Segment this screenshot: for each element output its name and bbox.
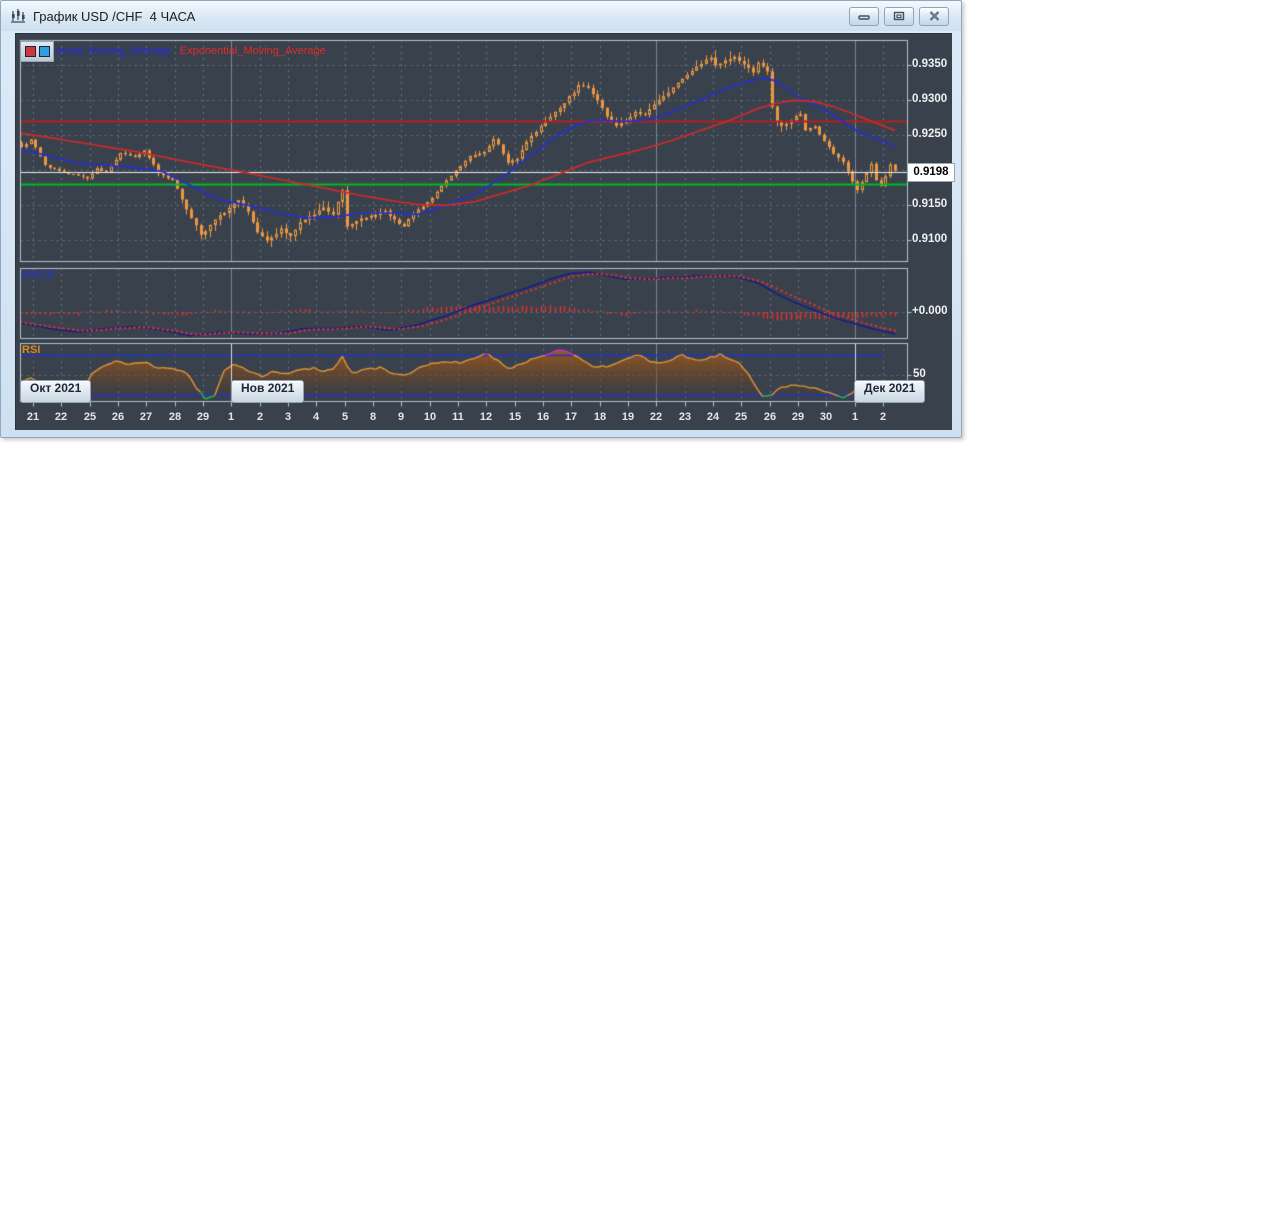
time-axis-label: 17	[564, 411, 578, 423]
time-axis-label: 27	[139, 411, 153, 423]
time-axis-label: 11	[452, 411, 464, 423]
legend-swatch-red[interactable]	[24, 45, 36, 57]
minimize-button[interactable]	[849, 6, 879, 26]
indicator-legend: ential_Moving_Average Exponential_Moving…	[20, 40, 326, 62]
time-axis-label: 5	[341, 411, 349, 423]
time-axis-label: 2	[879, 411, 887, 423]
macd-panel-label: MACD	[22, 269, 55, 281]
legend-swatch-box[interactable]	[20, 40, 54, 62]
price-axis-label: 0.9300	[912, 93, 948, 105]
time-axis-label: 16	[536, 411, 550, 423]
price-axis-label: 0.9350	[912, 58, 948, 70]
legend-swatch-blue[interactable]	[38, 45, 50, 57]
legend-ema-label: Exponential_Moving_Average	[179, 45, 326, 57]
window-controls	[849, 6, 949, 26]
time-axis-label: 22	[54, 411, 68, 423]
time-axis-label: 9	[397, 411, 405, 423]
chart-canvas[interactable]	[16, 34, 952, 430]
time-axis-label: 24	[706, 411, 720, 423]
time-axis-label: 19	[621, 411, 635, 423]
title-bar[interactable]: График USD /CHF 4 ЧАСА	[1, 1, 961, 31]
macd-zero-axis-label: +0.000	[912, 305, 948, 317]
maximize-button[interactable]	[884, 6, 914, 26]
month-marker-dec[interactable]: Дек 2021	[854, 380, 926, 403]
minimize-icon	[858, 14, 870, 20]
time-axis-label: 21	[26, 411, 40, 423]
time-axis-label: 25	[734, 411, 748, 423]
time-axis-label: 3	[284, 411, 292, 423]
time-axis-label: 22	[649, 411, 663, 423]
time-axis-label: 26	[111, 411, 125, 423]
time-axis-label: 18	[593, 411, 607, 423]
time-axis-label: 10	[423, 411, 437, 423]
chart-window: График USD /CHF 4 ЧАСА ential_Moving_Ave…	[0, 0, 962, 438]
current-price-badge: 0.9198	[907, 163, 955, 182]
month-marker-nov[interactable]: Нов 2021	[231, 380, 305, 403]
legend-ema-label-clipped: ential_Moving_Average	[56, 45, 171, 57]
maximize-icon	[893, 11, 905, 21]
time-axis-label: 30	[819, 411, 833, 423]
time-axis-label: 15	[508, 411, 522, 423]
price-axis-label: 0.9150	[912, 198, 948, 210]
window-title: График USD /CHF 4 ЧАСА	[33, 8, 196, 24]
time-axis-label: 4	[312, 411, 320, 423]
close-button[interactable]	[919, 6, 949, 26]
time-axis-label: 1	[227, 411, 235, 423]
time-axis-label: 23	[678, 411, 692, 423]
time-axis-label: 8	[369, 411, 377, 423]
time-axis-label: 1	[851, 411, 859, 423]
time-axis-label: 28	[168, 411, 182, 423]
time-axis-label: 29	[196, 411, 210, 423]
time-axis-label: 29	[791, 411, 805, 423]
price-axis-label: 0.9250	[912, 128, 948, 140]
time-axis-label: 12	[479, 411, 493, 423]
candlestick-chart-icon	[11, 9, 25, 23]
time-axis-label: 26	[763, 411, 777, 423]
chart-client-area[interactable]: ential_Moving_Average Exponential_Moving…	[15, 33, 955, 430]
rsi-panel-label: RSI	[22, 344, 41, 356]
time-axis-label: 25	[83, 411, 97, 423]
price-axis-label: 0.9100	[912, 233, 948, 245]
time-axis-label: 2	[256, 411, 264, 423]
month-marker-oct[interactable]: Окт 2021	[20, 380, 92, 403]
rsi-mid-axis-label: 50	[913, 368, 926, 380]
close-icon	[929, 11, 939, 21]
